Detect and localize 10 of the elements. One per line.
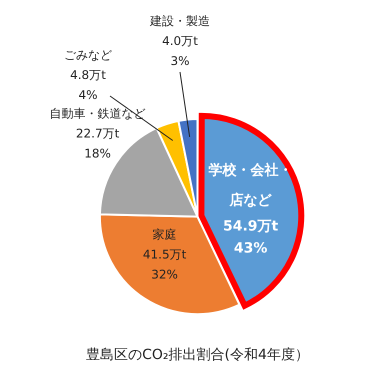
slice-label: 学校・会社・店など [208,162,293,208]
data-label: 4.0万t 3% [162,34,198,68]
slice-label: ごみなど [64,48,112,62]
data-label: 22.7万t 18% [76,126,120,160]
data-label: 4.8万t 4% [70,68,106,102]
data-label: 54.9万t 43% [223,218,279,256]
data-label: 41.5万t 32% [142,248,187,282]
slice-label: 家庭 [152,228,177,242]
slice-label: 建設・製造 [149,14,210,28]
text: 豊島区のCO₂排出割合(令和4年度） [86,347,309,364]
